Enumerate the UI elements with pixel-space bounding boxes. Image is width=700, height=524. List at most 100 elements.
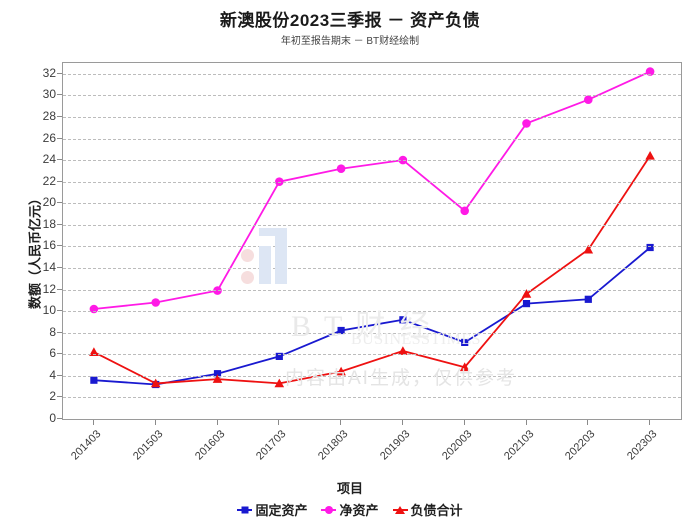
legend-label: 负债合计: [410, 503, 463, 518]
data-point-marker: [274, 378, 285, 388]
x-tick-mark: [587, 420, 589, 425]
x-tick-label: 202203: [563, 428, 598, 463]
data-point-marker: [584, 95, 593, 104]
data-point-marker: [461, 338, 469, 346]
y-tick-label: 16: [42, 238, 56, 253]
gridline: [63, 116, 681, 118]
y-tick-mark: [57, 159, 62, 161]
plot-area: B T 财 经 BUSINESSTIMES 内容由AI生成，仅供参考: [62, 62, 682, 420]
y-tick-label: 12: [42, 281, 56, 296]
gridline: [63, 311, 681, 313]
x-tick-label: 201503: [130, 428, 166, 463]
data-point-marker: [89, 347, 99, 356]
y-tick-label: 14: [42, 259, 56, 274]
chart-title: 新澳股份2023三季报 － 资产负债: [219, 11, 481, 30]
y-tick-label: 0: [49, 411, 56, 425]
x-tick-mark: [154, 420, 156, 425]
gridline: [63, 246, 681, 248]
y-tick-label: 28: [42, 108, 56, 123]
data-point-marker: [275, 352, 283, 360]
data-point-marker: [213, 370, 222, 378]
y-tick-label: 30: [42, 87, 56, 102]
y-tick-mark: [57, 374, 62, 376]
legend-marker-icon: [241, 506, 249, 513]
gridline: [63, 73, 681, 75]
data-point-marker: [213, 286, 222, 295]
series-line: [93, 246, 651, 386]
y-tick-mark: [57, 115, 62, 117]
y-tick-mark: [57, 137, 62, 139]
data-point-marker: [151, 298, 160, 307]
y-tick-label: 20: [42, 195, 56, 210]
gridline: [63, 224, 681, 226]
legend-label: 净资产: [339, 503, 379, 518]
data-point-marker: [584, 295, 592, 303]
data-point-marker: [522, 300, 531, 308]
y-tick-mark: [57, 353, 62, 355]
data-point-marker: [212, 374, 223, 383]
x-tick-label: 202103: [501, 428, 536, 463]
data-point-marker: [645, 67, 655, 76]
gridline: [63, 289, 681, 291]
legend-item[interactable]: 固定资产: [237, 500, 307, 519]
y-tick-label: 8: [49, 324, 56, 339]
y-tick-label: 26: [42, 130, 56, 145]
gridline: [63, 138, 681, 140]
y-tick-label: 32: [42, 65, 56, 80]
y-tick-mark: [57, 266, 62, 268]
x-tick-mark: [525, 420, 527, 425]
y-tick-mark: [57, 310, 62, 312]
x-tick-mark: [92, 420, 94, 425]
data-point-marker: [459, 362, 470, 372]
y-tick-mark: [57, 180, 62, 182]
data-point-marker: [90, 376, 98, 384]
y-tick-label: 18: [42, 216, 56, 231]
x-tick-mark: [649, 420, 651, 425]
legend-swatch-icon: [392, 505, 408, 514]
data-point-marker: [583, 244, 594, 254]
y-tick-label: 22: [42, 173, 56, 188]
legend-item[interactable]: 净资产: [321, 500, 379, 519]
gridline: [63, 375, 681, 377]
chart-legend: 固定资产 净资产 负债合计: [0, 500, 700, 519]
legend-label: 固定资产: [255, 503, 308, 518]
gridline: [63, 332, 681, 334]
gridline: [63, 203, 681, 205]
gridline: [63, 267, 681, 269]
data-point-marker: [336, 164, 346, 173]
data-point-marker: [398, 346, 408, 355]
series-line: [93, 70, 651, 310]
x-tick-mark: [216, 420, 218, 425]
data-point-marker: [522, 119, 531, 128]
gridline: [63, 160, 681, 162]
y-tick-label: 2: [49, 389, 56, 404]
x-tick-label: 201603: [192, 428, 227, 463]
x-tick-label: 201403: [68, 428, 104, 463]
x-axis-title: 项目: [336, 481, 363, 496]
gridline: [63, 95, 681, 97]
gridline: [63, 181, 681, 183]
data-point-marker: [646, 243, 654, 252]
y-tick-mark: [57, 202, 62, 204]
y-tick-label: 4: [49, 367, 56, 382]
data-point-marker: [460, 206, 470, 216]
data-point-marker: [645, 151, 655, 160]
y-tick-mark: [57, 331, 62, 333]
x-tick-label: 201803: [316, 428, 351, 463]
x-tick-label: 202003: [439, 428, 475, 463]
legend-swatch-icon: [237, 506, 253, 513]
y-tick-mark: [57, 94, 62, 96]
data-point-marker: [399, 316, 407, 324]
legend-item[interactable]: 负债合计: [392, 500, 463, 519]
data-point-marker: [336, 366, 346, 376]
gridline: [63, 397, 681, 399]
x-tick-label: 201703: [254, 428, 289, 463]
data-point-marker: [150, 378, 161, 388]
data-point-marker: [337, 326, 345, 335]
x-tick-label: 201903: [377, 428, 413, 463]
y-tick-mark: [57, 245, 62, 247]
legend-marker-icon: [324, 505, 333, 514]
y-tick-label: 24: [42, 152, 56, 167]
data-point-marker: [521, 289, 532, 298]
gridline: [63, 354, 681, 356]
